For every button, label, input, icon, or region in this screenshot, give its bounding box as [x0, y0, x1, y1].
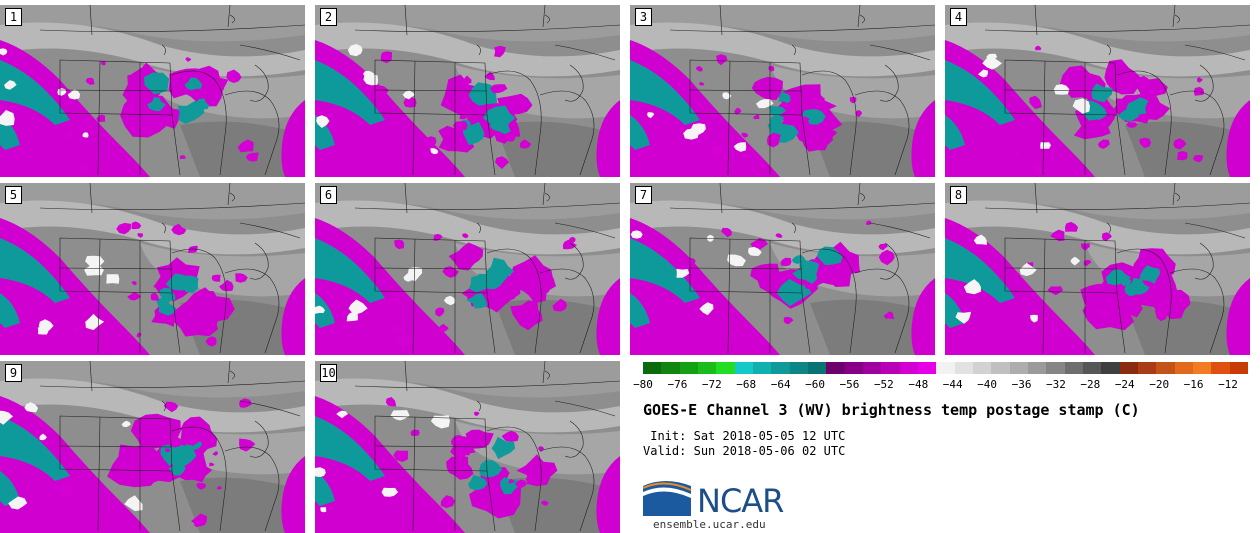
forecast-panel: 4 — [945, 5, 1250, 177]
colorbar-tick-label: −60 — [805, 378, 825, 391]
colorbar-swatch — [734, 362, 753, 374]
colorbar-swatch — [1046, 362, 1065, 374]
colorbar-swatch — [826, 362, 845, 374]
colorbar-tick-label: −24 — [1114, 378, 1135, 391]
colorbar-swatch — [954, 362, 973, 374]
figure-title: GOES-E Channel 3 (WV) brightness temp po… — [643, 401, 1140, 419]
colorbar-swatch — [936, 362, 955, 374]
colorbar-swatch — [1174, 362, 1193, 374]
colorbar-swatch — [1027, 362, 1047, 374]
colorbar-swatch — [1119, 362, 1138, 374]
colorbar-tick-label: −48 — [908, 378, 929, 391]
colorbar-tick-label: −56 — [839, 378, 860, 391]
colorbar-swatch — [862, 362, 882, 374]
forecast-panel: 10 — [315, 361, 620, 533]
colorbar-swatch — [881, 362, 900, 374]
colorbar-swatch — [1156, 362, 1175, 374]
colorbar-swatch — [844, 362, 863, 374]
panel-number: 2 — [320, 8, 337, 26]
water-vapor-map — [630, 5, 935, 177]
colorbar-swatch — [697, 362, 717, 374]
panel-number: 3 — [635, 8, 652, 26]
colorbar-swatch — [679, 362, 698, 374]
colorbar-ticks: −80 −76 −72 −68 −64 −60 −56 −52 −48 −44 −40 −36 −32 −… — [633, 378, 1248, 394]
colorbar-tick-label: −20 — [1149, 378, 1170, 391]
colorbar-swatch — [1064, 362, 1083, 374]
panel-number: 5 — [5, 186, 22, 204]
colorbar-swatch — [752, 362, 772, 374]
forecast-panel: 9 — [0, 361, 305, 533]
water-vapor-map — [315, 5, 620, 177]
panel-number: 9 — [5, 364, 22, 382]
colorbar-tick-label: −68 — [736, 378, 757, 391]
colorbar-tick-label: −52 — [873, 378, 894, 391]
panel-number: 1 — [5, 8, 22, 26]
water-vapor-map — [0, 183, 305, 355]
forecast-panel: 6 — [315, 183, 620, 355]
colorbar-swatch — [661, 362, 680, 374]
ncar-logo-text: NCAR — [697, 482, 784, 520]
panel-number: 4 — [950, 8, 967, 26]
colorbar-swatch — [1137, 362, 1157, 374]
panel-number: 7 — [635, 186, 652, 204]
colorbar-swatch — [716, 362, 735, 374]
colorbar-tick-label: −72 — [701, 378, 722, 391]
colorbar — [643, 362, 1248, 374]
ncar-logo — [643, 481, 692, 516]
water-vapor-map — [945, 5, 1250, 177]
forecast-panel: 1 — [0, 5, 305, 177]
colorbar-swatch — [917, 362, 937, 374]
time-info: Init: Sat 2018-05-05 12 UTC Valid: Sun 2… — [643, 429, 845, 459]
colorbar-swatch — [1192, 362, 1212, 374]
colorbar-swatch — [1229, 362, 1248, 374]
colorbar-swatch — [1211, 362, 1230, 374]
forecast-panel: 7 — [630, 183, 935, 355]
colorbar-tick-label: −76 — [667, 378, 688, 391]
colorbar-tick-label: −40 — [977, 378, 998, 391]
colorbar-tick-label: −12 — [1218, 378, 1238, 391]
colorbar-swatch — [789, 362, 808, 374]
water-vapor-map — [0, 361, 305, 533]
colorbar-tick-label: −16 — [1183, 378, 1204, 391]
init-value: Sat 2018-05-05 12 UTC — [693, 429, 846, 443]
panel-number: 8 — [950, 186, 967, 204]
colorbar-swatch — [899, 362, 918, 374]
colorbar-swatch — [1009, 362, 1028, 374]
colorbar-swatch — [972, 362, 992, 374]
colorbar-swatch — [991, 362, 1010, 374]
panel-number: 6 — [320, 186, 337, 204]
colorbar-tick-label: −44 — [942, 378, 963, 391]
panel-number: 10 — [320, 364, 337, 382]
source-url: ensemble.ucar.edu — [653, 518, 766, 531]
forecast-panel: 2 — [315, 5, 620, 177]
colorbar-tick-label: −80 — [633, 378, 653, 391]
colorbar-swatch — [643, 362, 662, 374]
valid-label: Valid: — [643, 444, 687, 458]
water-vapor-map — [315, 183, 620, 355]
valid-value: Sun 2018-05-06 02 UTC — [693, 444, 846, 458]
colorbar-swatch — [1082, 362, 1102, 374]
colorbar-tick-label: −64 — [770, 378, 791, 391]
colorbar-tick-label: −32 — [1046, 378, 1066, 391]
colorbar-swatch — [807, 362, 827, 374]
water-vapor-map — [315, 361, 620, 533]
colorbar-swatch — [771, 362, 790, 374]
water-vapor-map — [0, 5, 305, 177]
colorbar-tick-label: −28 — [1080, 378, 1101, 391]
water-vapor-map — [945, 183, 1250, 355]
forecast-panel: 5 — [0, 183, 305, 355]
forecast-panel: 8 — [945, 183, 1250, 355]
colorbar-tick-label: −36 — [1011, 378, 1032, 391]
colorbar-swatch — [1101, 362, 1120, 374]
init-label: Init: — [643, 429, 687, 443]
water-vapor-map — [630, 183, 935, 355]
forecast-panel: 3 — [630, 5, 935, 177]
